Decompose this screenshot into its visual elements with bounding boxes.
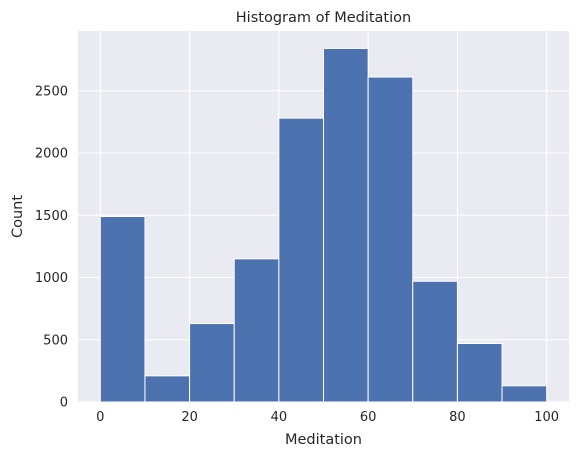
x-tick-label-1: 20 bbox=[181, 410, 198, 425]
histogram-bar-4 bbox=[278, 117, 325, 403]
x-tick-label-2: 40 bbox=[271, 410, 288, 425]
histogram-bar-1 bbox=[144, 375, 191, 403]
x-tick-label-5: 100 bbox=[534, 410, 559, 425]
histogram-bar-2 bbox=[189, 323, 235, 403]
bars bbox=[99, 47, 548, 403]
histogram-bar-8 bbox=[456, 342, 503, 403]
x-tick-label-0: 0 bbox=[96, 410, 104, 425]
x-tick-label-3: 60 bbox=[360, 410, 377, 425]
histogram-bar-0 bbox=[99, 216, 146, 403]
histogram-bar-9 bbox=[501, 385, 548, 403]
y-tick-labels: 0 500 1000 1500 2000 2500 bbox=[35, 84, 68, 410]
histogram-bar-6 bbox=[367, 76, 414, 403]
x-axis-label: Meditation bbox=[285, 432, 362, 448]
y-tick-label-5: 2500 bbox=[35, 84, 68, 99]
histogram-bar-7 bbox=[412, 280, 458, 403]
histogram-bar-3 bbox=[233, 258, 280, 403]
histogram-bar-5 bbox=[323, 47, 369, 403]
y-axis-label: Count bbox=[10, 195, 26, 238]
y-tick-label-2: 1000 bbox=[35, 271, 68, 286]
y-tick-label-3: 1500 bbox=[35, 209, 68, 224]
y-tick-label-1: 500 bbox=[43, 333, 68, 348]
y-tick-label-0: 0 bbox=[60, 396, 68, 411]
x-tick-labels: 0 20 40 60 80 100 bbox=[96, 410, 559, 425]
chart-title: Histogram of Meditation bbox=[236, 10, 411, 26]
x-tick-label-4: 80 bbox=[449, 410, 466, 425]
y-tick-label-4: 2000 bbox=[35, 147, 68, 162]
